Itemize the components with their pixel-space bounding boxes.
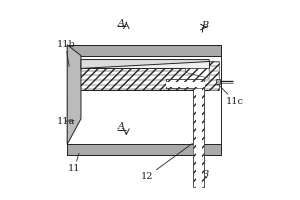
- Bar: [196, 88, 202, 187]
- Text: A: A: [118, 122, 125, 131]
- Text: 11: 11: [68, 153, 81, 173]
- Text: B: B: [201, 21, 208, 30]
- Text: 11a: 11a: [56, 117, 75, 126]
- Text: 11b: 11b: [56, 40, 75, 66]
- Bar: [67, 45, 221, 155]
- Polygon shape: [67, 45, 81, 144]
- Bar: [166, 79, 204, 82]
- Text: B: B: [201, 170, 208, 179]
- Bar: [67, 144, 221, 155]
- Text: A: A: [118, 19, 125, 28]
- Bar: [194, 88, 196, 187]
- Bar: [166, 82, 204, 86]
- Text: 12: 12: [141, 143, 192, 181]
- Bar: [67, 61, 219, 90]
- Bar: [166, 86, 204, 88]
- Polygon shape: [185, 68, 209, 78]
- Bar: [216, 79, 220, 84]
- Bar: [67, 45, 221, 56]
- Bar: [202, 88, 204, 187]
- Bar: [81, 61, 209, 68]
- Polygon shape: [81, 60, 209, 68]
- Bar: [166, 79, 204, 88]
- Text: 11c: 11c: [218, 84, 244, 106]
